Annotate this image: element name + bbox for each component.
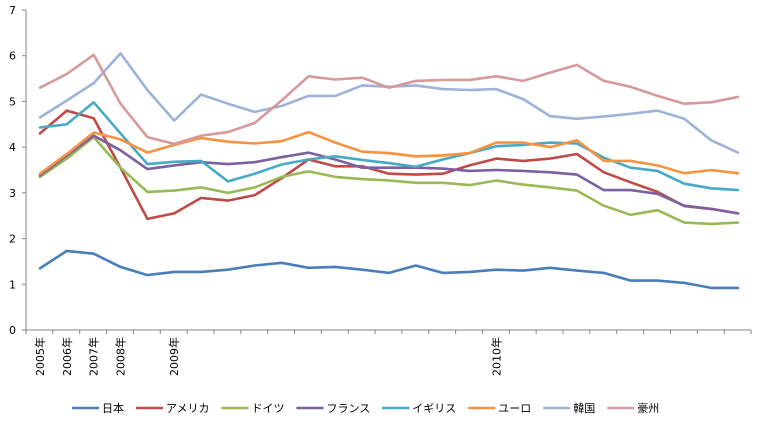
legend-label-7: 韓国 bbox=[573, 402, 595, 415]
series-line-6 bbox=[38, 130, 740, 175]
legend-label-8: 豪州 bbox=[637, 401, 659, 415]
y-tick-label: 7 bbox=[9, 4, 16, 17]
series-line-1 bbox=[38, 249, 740, 290]
y-tick-label: 3 bbox=[9, 187, 16, 200]
y-tick-label: 6 bbox=[9, 50, 16, 63]
legend-label-1: 日本 bbox=[102, 401, 124, 415]
legend-label-3: ドイツ bbox=[251, 402, 284, 415]
y-tick-label: 1 bbox=[9, 278, 16, 291]
x-tick-label: 2006年 bbox=[60, 337, 74, 376]
x-tick-label: 2009年 bbox=[167, 337, 181, 376]
legend: 日本 アメリカ ドイツ フランス イギリス ユーロ 韓国 豪州 bbox=[72, 401, 659, 415]
series-line-8 bbox=[38, 53, 740, 146]
legend-label-2: アメリカ bbox=[166, 402, 209, 415]
series-line-7 bbox=[38, 52, 740, 154]
y-tick-label: 0 bbox=[9, 324, 16, 337]
series-line-2 bbox=[38, 109, 740, 221]
legend-label-5: イギリス bbox=[412, 402, 456, 415]
legend-label-4: フランス bbox=[326, 402, 370, 415]
x-tick-label: 2007年 bbox=[87, 337, 101, 376]
series-lines bbox=[38, 52, 740, 290]
axes: 0 1 2 3 4 5 6 7 2005年 2006年 2007年 2008年 2009年 2010年 bbox=[9, 4, 752, 376]
x-tick-label: 2005年 bbox=[33, 337, 47, 376]
y-tick-label: 4 bbox=[9, 141, 16, 154]
series-line-3 bbox=[38, 135, 740, 226]
x-tick-label: 2008年 bbox=[114, 337, 128, 376]
y-tick-label: 5 bbox=[9, 95, 16, 108]
y-tick-label: 2 bbox=[9, 233, 16, 246]
legend-label-6: ユーロ bbox=[498, 402, 531, 415]
series-line-4 bbox=[38, 134, 740, 215]
series-line-5 bbox=[38, 101, 740, 192]
x-tick-label: 2010年 bbox=[489, 337, 503, 376]
